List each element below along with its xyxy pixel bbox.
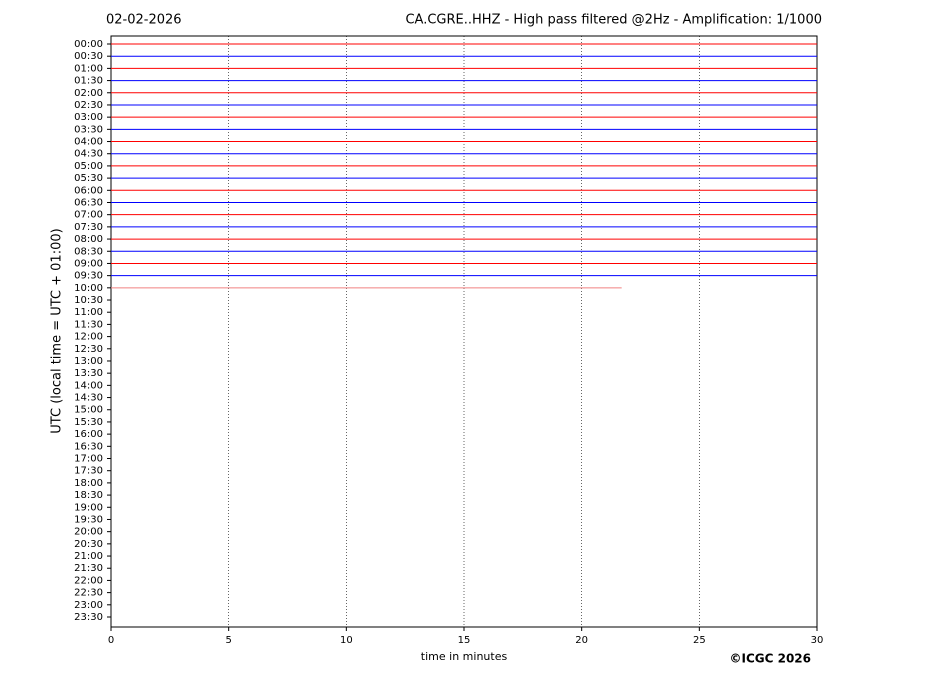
y-tick-label: 11:00 — [74, 307, 103, 318]
x-tick-label: 30 — [811, 635, 824, 646]
y-tick-label: 10:30 — [74, 295, 103, 306]
y-tick-label: 22:00 — [74, 575, 103, 586]
x-axis-label: time in minutes — [421, 650, 508, 663]
y-tick-label: 00:30 — [74, 51, 103, 62]
y-tick-label: 16:00 — [74, 429, 103, 440]
y-tick-label: 14:00 — [74, 380, 103, 391]
y-tick-label: 15:30 — [74, 417, 103, 428]
y-axis-label: UTC (local time = UTC + 01:00) — [50, 228, 65, 433]
y-tick-label: 09:30 — [74, 271, 103, 282]
y-tick-label: 15:00 — [74, 405, 103, 416]
y-tick-label: 10:00 — [74, 283, 103, 294]
y-tick-label: 07:30 — [74, 222, 103, 233]
y-tick-label: 16:30 — [74, 441, 103, 452]
y-tick-label: 04:30 — [74, 149, 103, 160]
credit: ©ICGC 2026 — [729, 652, 811, 666]
x-tick-label: 25 — [693, 635, 706, 646]
y-tick-label: 14:30 — [74, 393, 103, 404]
y-tick-label: 17:00 — [74, 454, 103, 465]
y-tick-label: 12:30 — [74, 344, 103, 355]
y-tick-label: 19:00 — [74, 502, 103, 513]
chart-date: 02-02-2026 — [106, 13, 182, 28]
y-tick-label: 20:30 — [74, 539, 103, 550]
y-tick-label: 23:00 — [74, 600, 103, 611]
x-tick-label: 5 — [225, 635, 231, 646]
x-tick-label: 20 — [575, 635, 588, 646]
y-tick-label: 02:30 — [74, 100, 103, 111]
y-tick-label: 03:00 — [74, 112, 103, 123]
y-tick-label: 20:00 — [74, 527, 103, 538]
y-tick-label: 07:00 — [74, 210, 103, 221]
y-tick-label: 03:30 — [74, 124, 103, 135]
y-tick-label: 22:30 — [74, 588, 103, 599]
y-tick-label: 21:00 — [74, 551, 103, 562]
y-tick-label: 08:30 — [74, 246, 103, 257]
y-tick-label: 01:00 — [74, 63, 103, 74]
y-tick-label: 09:00 — [74, 258, 103, 269]
y-tick-label: 05:00 — [74, 161, 103, 172]
y-tick-label: 01:30 — [74, 76, 103, 87]
y-tick-label: 12:00 — [74, 332, 103, 343]
y-tick-label: 18:30 — [74, 490, 103, 501]
y-tick-label: 21:30 — [74, 563, 103, 574]
x-tick-label: 0 — [108, 635, 114, 646]
plot-frame — [110, 35, 818, 628]
chart-title: CA.CGRE..HHZ - High pass filtered @2Hz -… — [405, 13, 822, 28]
y-tick-label: 05:30 — [74, 173, 103, 184]
y-tick-label: 18:00 — [74, 478, 103, 489]
x-tick-label: 15 — [458, 635, 471, 646]
y-tick-label: 11:30 — [74, 319, 103, 330]
y-tick-label: 08:00 — [74, 234, 103, 245]
y-tick-label: 06:30 — [74, 197, 103, 208]
y-tick-label: 17:30 — [74, 466, 103, 477]
y-tick-label: 06:00 — [74, 185, 103, 196]
y-tick-label: 19:30 — [74, 514, 103, 525]
x-tick-label: 10 — [340, 635, 353, 646]
y-tick-label: 00:00 — [74, 39, 103, 50]
y-tick-label: 04:00 — [74, 137, 103, 148]
y-tick-label: 13:00 — [74, 356, 103, 367]
y-tick-label: 23:30 — [74, 612, 103, 623]
y-tick-label: 02:00 — [74, 88, 103, 99]
y-tick-label: 13:30 — [74, 368, 103, 379]
